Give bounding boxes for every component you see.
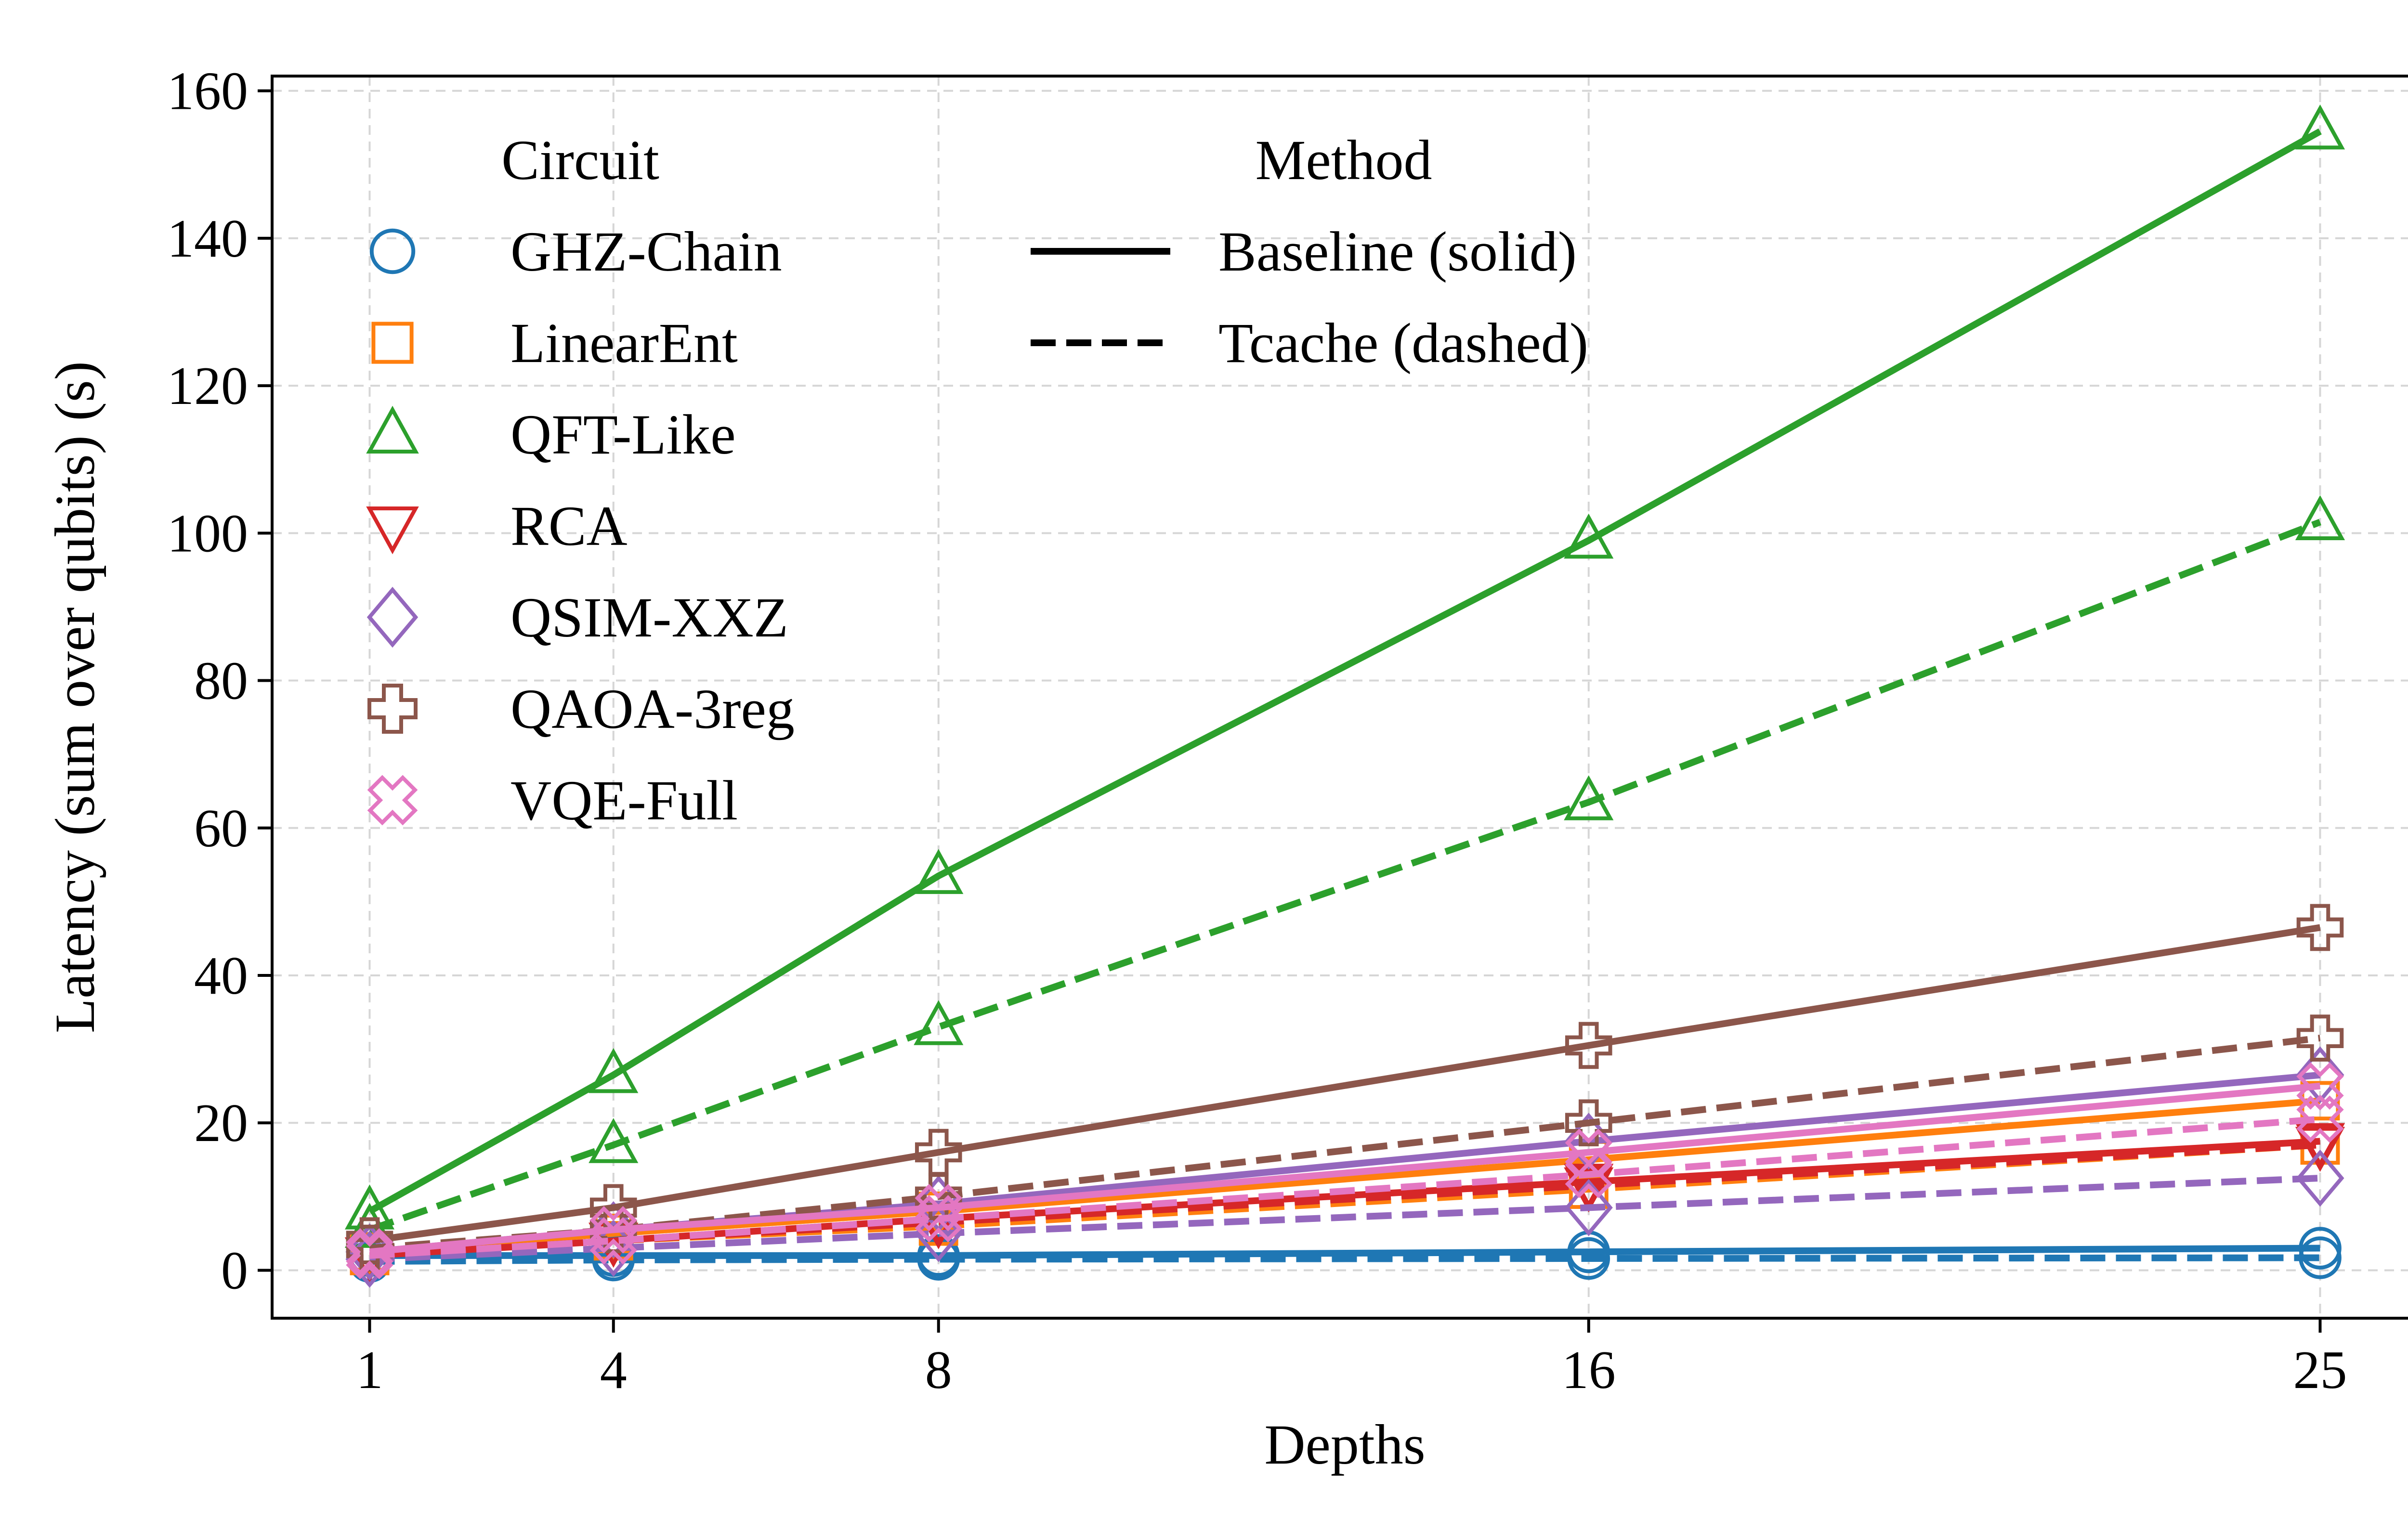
series-vqe-full-tcache (346, 1095, 2344, 1280)
plot-series (344, 104, 2345, 1288)
legend-marker-qft-like (366, 405, 419, 454)
data-point-ghz-chain-tcache (2299, 1236, 2342, 1279)
data-point-vqe-full-tcache (1565, 1151, 1612, 1198)
legend-label: Baseline (solid) (1218, 220, 1577, 283)
data-point-vqe-full-baseline (915, 1184, 962, 1232)
legend-marker-linearent (371, 322, 414, 364)
data-point-qft-like-tcache (589, 1118, 639, 1163)
legend-marker-ghz-chain (369, 228, 416, 274)
legend-label: Tcache (dashed) (1218, 311, 1588, 375)
legend-method: Method Baseline (solid) Tcache (dashed) (1031, 129, 1588, 375)
legend-marker-rca (366, 506, 419, 555)
plot-frame (271, 75, 2408, 1320)
y-tick-label: 120 (167, 356, 248, 416)
y-tick-label: 60 (194, 799, 248, 858)
legend-label: VQE-Full (510, 769, 738, 832)
legend-label: GHZ-Chain (510, 220, 782, 283)
legend-label: RCA (510, 494, 628, 558)
series-line-qft-like-baseline (368, 128, 2322, 1215)
data-point-qft-like-baseline (589, 1048, 639, 1093)
data-point-vqe-full-tcache (2296, 1095, 2344, 1143)
data-point-qsim-xxz-baseline (2296, 1046, 2344, 1104)
data-point-qft-like-baseline (1564, 513, 1614, 559)
y-tick-label: 100 (167, 504, 248, 563)
x-tick-label: 25 (2293, 1340, 2347, 1400)
data-point-vqe-full-tcache (915, 1195, 962, 1243)
y-tick-label: 80 (194, 651, 248, 711)
data-point-vqe-full-baseline (589, 1206, 637, 1254)
legend-circuit: Circuit GHZ-Chain LinearEnt QFT-Like RCA QSI… (366, 129, 795, 832)
data-point-ghz-chain-baseline (2299, 1227, 2342, 1270)
series-line-ghz-chain-tcache (369, 1254, 2320, 1265)
data-point-qaoa-3reg-tcache (1565, 1099, 1612, 1147)
data-point-qaoa-3reg-baseline (2296, 904, 2344, 951)
legend-label: QSIM-XXZ (510, 586, 788, 649)
legend-label: QFT-Like (510, 403, 736, 466)
data-point-ghz-chain-tcache (1567, 1237, 1610, 1280)
y-tick-label: 40 (194, 946, 248, 1006)
data-point-vqe-full-tcache (346, 1232, 393, 1280)
series-line-qsim-xxz-tcache (369, 1175, 2320, 1263)
y-tick-label: 0 (221, 1241, 248, 1300)
legend-label: LinearEnt (510, 311, 738, 375)
x-tick-label: 4 (600, 1340, 627, 1400)
data-point-qsim-xxz-baseline (345, 1223, 394, 1281)
legend-marker-vqe-full (367, 775, 418, 826)
data-point-qaoa-3reg-baseline (1565, 1022, 1612, 1069)
series-line-vqe-full-tcache (369, 1116, 2321, 1259)
series-line-qft-like-tcache (368, 519, 2322, 1233)
x-tick-label: 16 (1562, 1340, 1616, 1400)
y-axis-title: Latency (sum over qubits) (s) (43, 361, 106, 1033)
x-axis-title: Depths (1264, 1413, 1425, 1476)
data-point-vqe-full-baseline (2296, 1062, 2344, 1110)
legend-circuit-title: Circuit (501, 129, 659, 192)
data-point-qft-like-tcache (914, 1000, 964, 1045)
y-tick-label: 140 (167, 209, 248, 269)
data-point-qft-like-tcache (1564, 775, 1614, 820)
legend-label: QAOA-3reg (510, 677, 795, 740)
axis-ticks: 1 4 8 16 25 0 20 40 60 80 100 120 140 160 (167, 62, 2347, 1400)
data-point-qaoa-3reg-tcache (2296, 1014, 2344, 1062)
x-tick-label: 8 (925, 1340, 952, 1400)
legend-method-title: Method (1255, 129, 1432, 192)
series-line-qaoa-3reg-baseline (369, 924, 2321, 1245)
data-point-qsim-xxz-tcache (1564, 1179, 1613, 1236)
y-tick-label: 20 (194, 1093, 248, 1153)
legend-marker-qsim-xxz (366, 586, 419, 648)
data-point-vqe-full-tcache (589, 1217, 637, 1265)
x-tick-label: 1 (356, 1340, 383, 1400)
series-line-ghz-chain-baseline (369, 1245, 2320, 1259)
data-point-qsim-xxz-tcache (2296, 1149, 2344, 1207)
data-point-qft-like-baseline (2295, 104, 2345, 150)
grid (272, 76, 2408, 1318)
y-tick-label: 160 (167, 62, 248, 121)
legend-marker-qaoa-3reg (367, 684, 418, 734)
data-point-qft-like-baseline (914, 849, 964, 894)
data-point-qft-like-tcache (2295, 495, 2345, 540)
